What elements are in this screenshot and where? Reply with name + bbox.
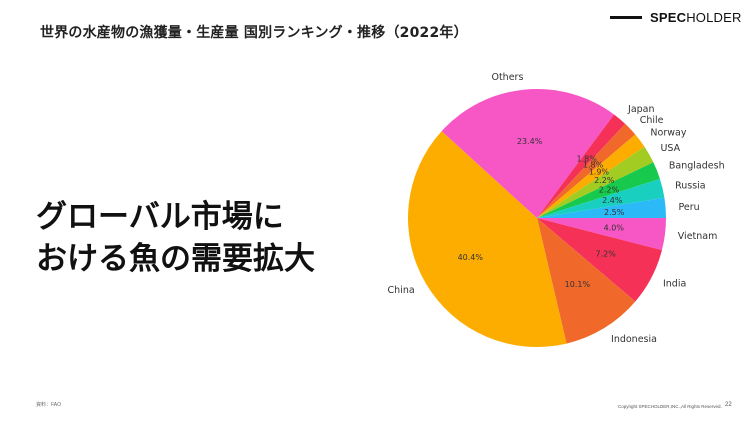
pie-pct-label: 2.5%: [604, 208, 625, 217]
pie-pct-label: 1.8%: [583, 161, 604, 170]
headline-line-2: おける魚の需要拡大: [36, 241, 315, 277]
source-note: 資料：FAO: [36, 402, 62, 408]
pie-category-label: Norway: [650, 128, 686, 139]
pie-slice-others: [441, 89, 615, 219]
pie-category-label: Vietnam: [678, 231, 718, 242]
pie-pct-label: 1.9%: [589, 167, 610, 176]
brand-logo: SPECHOLDER: [610, 10, 742, 25]
pie-slice-norway: [537, 134, 645, 218]
pie-slice-chile: [537, 123, 636, 218]
pie-pct-label: 4.0%: [604, 224, 625, 233]
brand-bar-icon: [610, 16, 642, 19]
pie-pct-label: 23.4%: [517, 137, 543, 146]
pie-labels: 4.0% Vietnam 7.2% India 10.1% Indonesia 40.4% C…: [388, 72, 725, 345]
pie-pct-label: 7.2%: [596, 250, 617, 259]
copyright: Copyright SPECHOLDER,INC.,All Rights Res…: [618, 404, 722, 409]
pie-category-label: USA: [660, 143, 680, 154]
page-number: 22: [725, 402, 732, 408]
pie-category-label: Indonesia: [611, 334, 657, 345]
pie-pct-label: 2.2%: [594, 176, 615, 185]
pie-slice-russia: [537, 178, 665, 218]
slide-title: 世界の水産物の漁獲量・生産量 国別ランキング・推移（2022年）: [40, 25, 468, 41]
headline-line-1: グローバル市場に: [36, 199, 284, 235]
pie-slice-japan: [537, 114, 626, 218]
pie-slice-usa: [537, 146, 654, 218]
pie-pct-label: 40.4%: [458, 253, 484, 262]
brand-name: SPECHOLDER: [650, 10, 742, 25]
brand-name-rest: HOLDER: [686, 10, 742, 25]
pie-slice-indonesia: [537, 218, 636, 344]
pie-pct-label: 2.4%: [602, 196, 623, 205]
pie-slice-china: [408, 131, 567, 347]
pie-category-label: Russia: [675, 180, 706, 191]
headline: グローバル市場に おける魚の需要拡大: [36, 196, 315, 280]
pie-category-label: Bangladesh: [669, 161, 725, 172]
pie-pct-label: 2.2%: [599, 185, 620, 194]
pie-category-label: India: [663, 278, 686, 289]
pie-category-label: Peru: [678, 202, 699, 213]
pie-category-label: Japan: [627, 104, 655, 115]
pie-pct-label: 1.8%: [576, 155, 597, 164]
pie-slice-india: [537, 218, 662, 302]
pie-category-label: Others: [491, 72, 523, 83]
pie-slice-bangladesh: [537, 162, 660, 218]
pie-slice-vietnam: [537, 218, 666, 251]
pie-pct-label: 10.1%: [565, 280, 591, 289]
pie-slices: [408, 89, 666, 347]
pie-category-label: Chile: [640, 115, 664, 126]
brand-name-bold: SPEC: [650, 10, 687, 25]
pie-category-label: China: [388, 285, 415, 296]
pie-slice-peru: [537, 197, 666, 218]
